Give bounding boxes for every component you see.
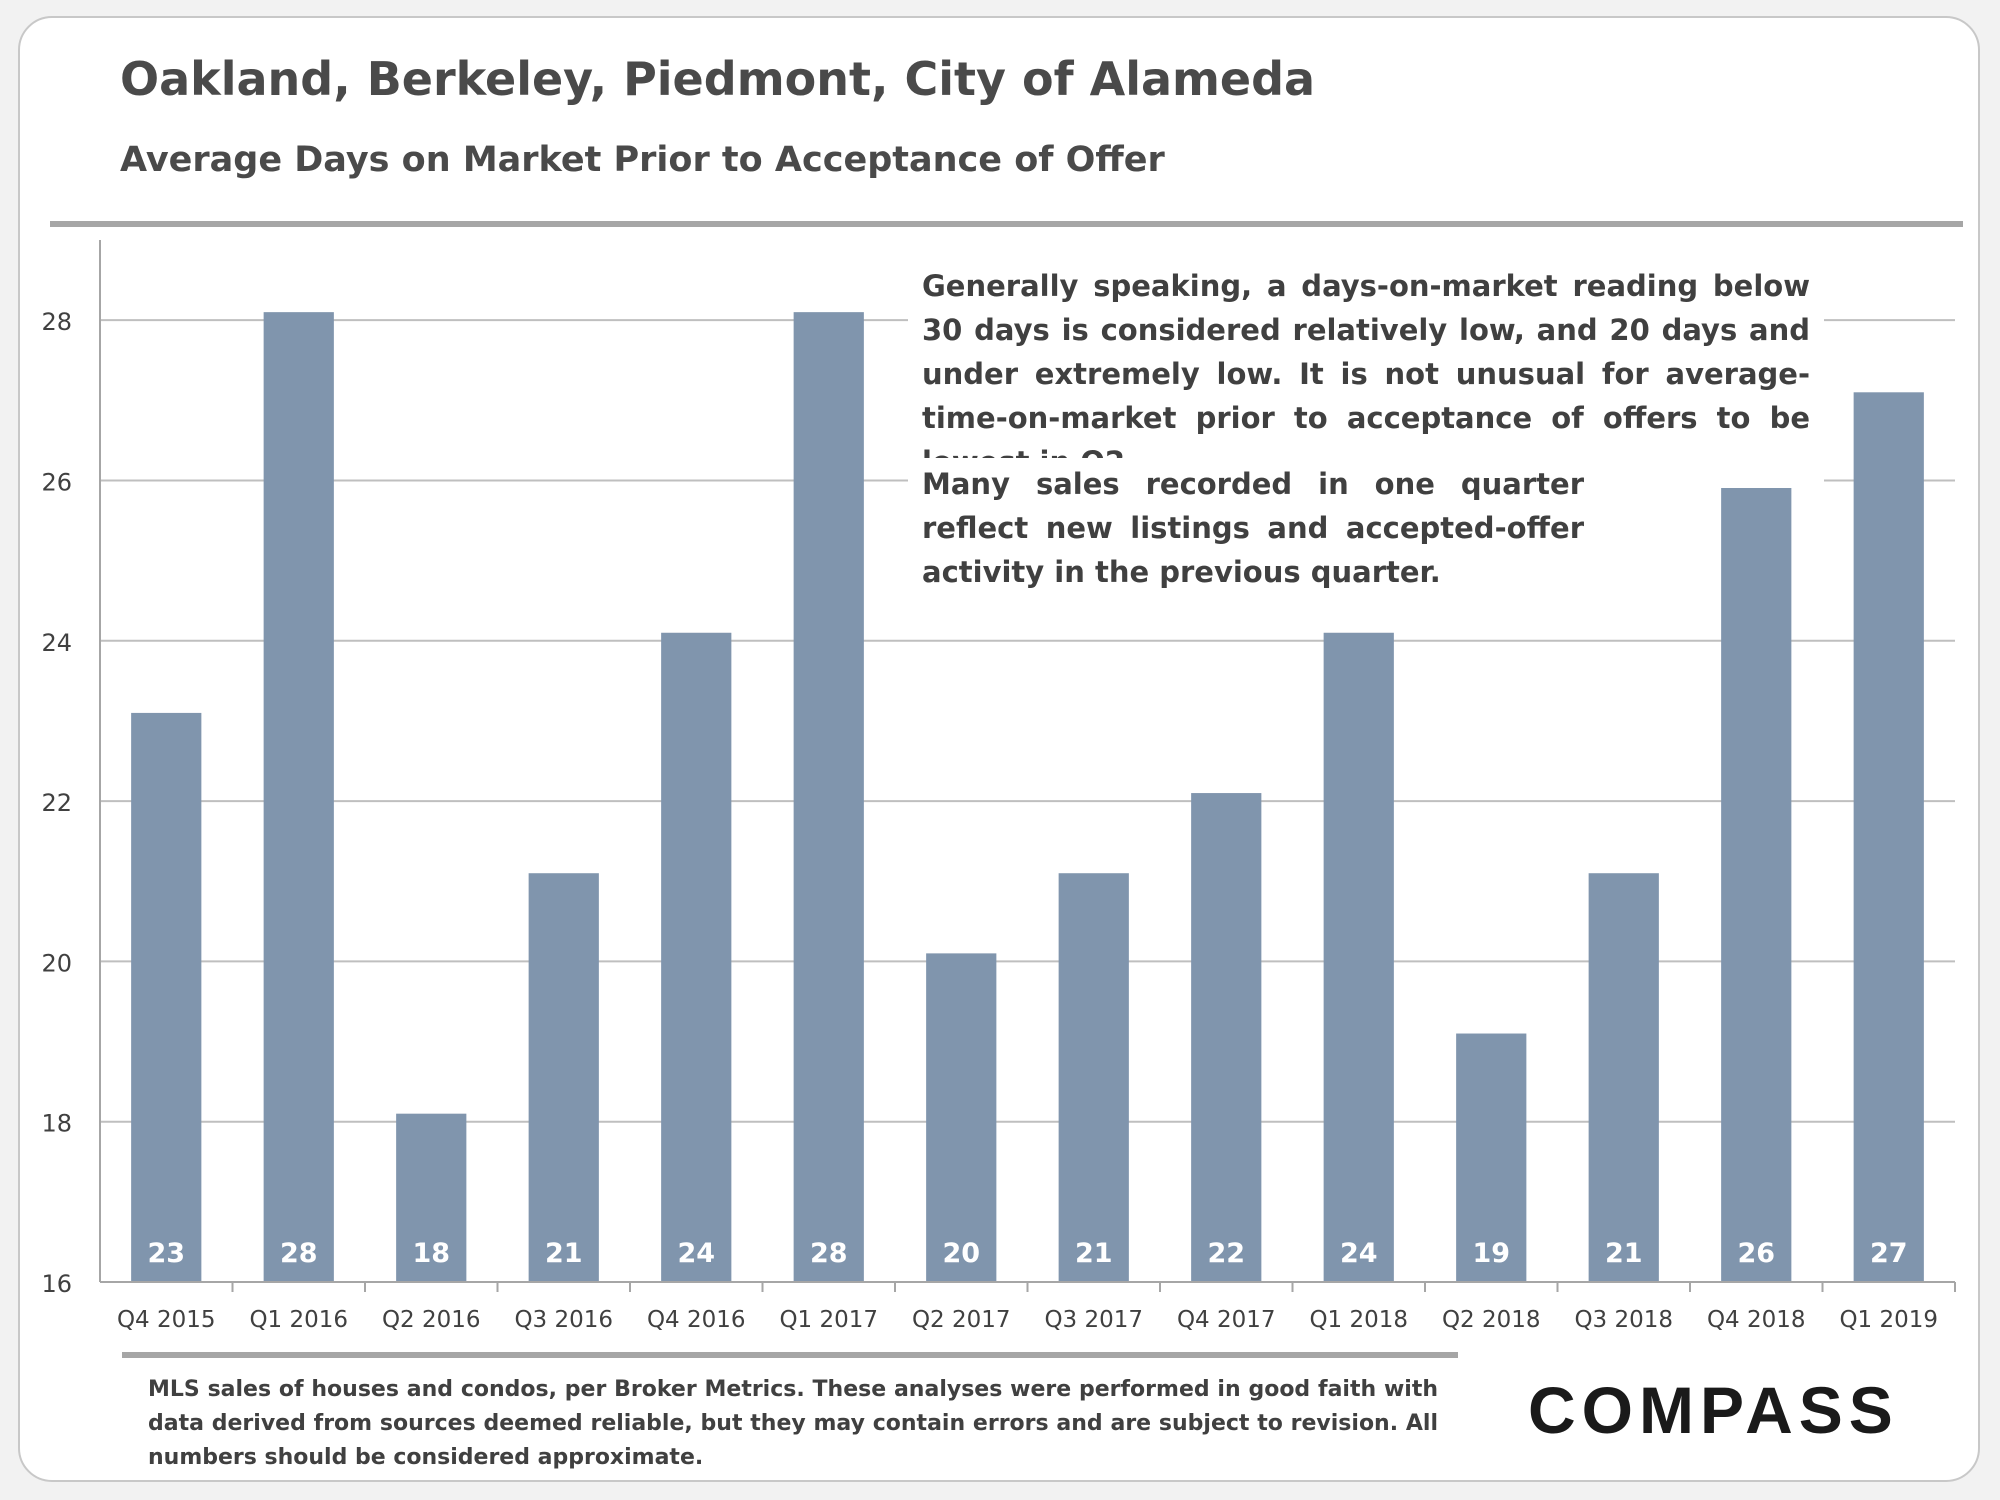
x-tick-label: Q4 2017	[1177, 1307, 1276, 1333]
y-tick-label: 20	[41, 949, 72, 977]
y-tick-label: 16	[41, 1270, 72, 1298]
bar-q4-2016	[661, 632, 732, 1282]
footer-divider	[122, 1352, 1458, 1358]
annotation-previous-quarter: Many sales recorded in one quarter refle…	[908, 458, 1598, 598]
x-tick-label: Q4 2015	[117, 1307, 216, 1333]
bar-q1-2017	[793, 312, 864, 1283]
bar-data-label: 22	[1207, 1238, 1245, 1269]
bar-data-label: 23	[147, 1238, 185, 1269]
annotation-low-dom: Generally speaking, a days-on-market rea…	[908, 260, 1824, 488]
x-tick-label: Q3 2016	[514, 1307, 613, 1333]
bar-q2-2017	[926, 953, 997, 1282]
bar-data-label: 27	[1870, 1238, 1908, 1269]
bar-data-label: 21	[1605, 1238, 1643, 1269]
bar-q4-2017	[1191, 793, 1262, 1282]
bar-q4-2015	[131, 712, 202, 1282]
y-tick-label: 18	[41, 1110, 72, 1138]
y-tick-label: 24	[41, 629, 72, 657]
compass-logo: COMPASS	[1528, 1373, 1899, 1447]
x-tick-label: Q4 2016	[647, 1307, 746, 1333]
bar-data-label: 28	[810, 1238, 848, 1269]
axes: 16 18 20 22 24 26 28 Q4 2015 Q1 2016 Q2 2016 Q3 20…	[41, 240, 1956, 1333]
bar-data-label: 18	[412, 1238, 450, 1269]
bar-data-label: 21	[1075, 1238, 1113, 1269]
bar-data-label: 21	[545, 1238, 583, 1269]
bar-q4-2018	[1721, 472, 1792, 1282]
x-tick-label: Q4 2018	[1707, 1307, 1806, 1333]
bar-q3-2017	[1058, 873, 1129, 1282]
bar-labels: 23 28 18 21 24 28 20 21 22 24 19 21 26 27	[147, 1238, 1907, 1269]
chart-subtitle: Average Days on Market Prior to Acceptan…	[120, 140, 1165, 180]
x-tick-label: Q1 2018	[1309, 1307, 1408, 1333]
footnote: MLS sales of houses and condos, per Brok…	[148, 1377, 1438, 1470]
chart-title: Oakland, Berkeley, Piedmont, City of Ala…	[120, 52, 1316, 106]
y-tick-label: 22	[41, 789, 72, 817]
bar-data-label: 24	[677, 1238, 715, 1269]
bar-data-label: 26	[1737, 1238, 1775, 1269]
x-tick-label: Q2 2017	[912, 1307, 1011, 1333]
bar-data-label: 24	[1340, 1238, 1378, 1269]
bar-data-label: 28	[280, 1238, 318, 1269]
title-divider	[50, 221, 1963, 227]
y-tick-label: 28	[41, 308, 72, 336]
bar-data-label: 19	[1472, 1238, 1510, 1269]
x-tick-label: Q3 2018	[1574, 1307, 1673, 1333]
x-tick-label: Q2 2018	[1442, 1307, 1541, 1333]
bar-q3-2018	[1588, 873, 1659, 1282]
bar-data-label: 20	[942, 1238, 980, 1269]
x-tick-label: Q1 2019	[1839, 1307, 1938, 1333]
bar-q1-2016	[263, 312, 334, 1283]
bars	[131, 312, 1924, 1283]
x-tick-label: Q1 2017	[779, 1307, 878, 1333]
y-tick-label: 26	[41, 468, 72, 496]
x-tick-label: Q2 2016	[382, 1307, 481, 1333]
x-tick-label: Q3 2017	[1044, 1307, 1143, 1333]
bar-q2-2018	[1456, 1033, 1527, 1282]
bar-q1-2019	[1853, 392, 1924, 1282]
bar-q1-2018	[1323, 632, 1394, 1282]
bar-q2-2016	[396, 1113, 467, 1282]
bar-q3-2016	[528, 873, 599, 1282]
x-tick-label: Q1 2016	[249, 1307, 348, 1333]
